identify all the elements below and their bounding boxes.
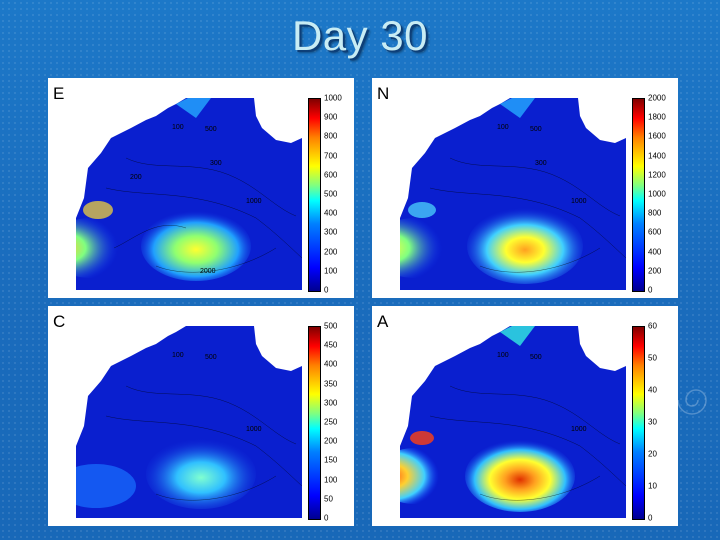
tick-label: 400 <box>324 208 338 218</box>
slide-title: Day 30 <box>291 12 429 59</box>
tick-label: 500 <box>324 321 338 331</box>
tick-label: 0 <box>324 285 329 295</box>
tick-label: 1000 <box>648 189 666 199</box>
tick-label: 0 <box>648 285 653 295</box>
panel-label: A <box>377 312 389 331</box>
tick-label: 500 <box>324 189 338 199</box>
tick-label: 1800 <box>648 112 666 122</box>
map-e <box>76 98 302 290</box>
panel-label: C <box>53 312 66 331</box>
colorbar-ticks: 2000 1800 1600 1400 1200 1000 800 600 40… <box>648 94 678 295</box>
panel-c: C 500 450 400 350 300 250 200 150 100 50… <box>48 306 354 526</box>
tick-label: 300 <box>324 227 338 237</box>
panel-a: A 60 50 40 30 20 10 0 <box>372 306 678 526</box>
tick-label: 1400 <box>648 151 666 161</box>
tick-label: 1600 <box>648 131 666 141</box>
tick-label: 800 <box>324 131 338 141</box>
tick-label: 600 <box>648 227 662 237</box>
tick-label: 0 <box>648 513 653 523</box>
tick-label: 20 <box>648 449 657 459</box>
colorbar <box>308 326 321 520</box>
tick-label: 350 <box>324 379 338 389</box>
tick-label: 1000 <box>324 93 342 103</box>
tick-label: 250 <box>324 417 338 427</box>
colorbar-ticks: 500 450 400 350 300 250 200 150 100 50 0 <box>324 322 354 523</box>
tick-label: 900 <box>324 112 338 122</box>
map-n <box>400 98 626 290</box>
colorbar-ticks: 1000 900 800 700 600 500 400 300 200 100… <box>324 94 354 295</box>
decorative-swirl-icon <box>677 389 707 415</box>
tick-label: 800 <box>648 208 662 218</box>
colorbar <box>632 326 645 520</box>
tick-label: 700 <box>324 151 338 161</box>
tick-label: 1200 <box>648 170 666 180</box>
tick-label: 150 <box>324 455 338 465</box>
tick-label: 200 <box>324 436 338 446</box>
panel-n: N 2000 1800 1600 1400 1200 1000 800 <box>372 78 678 298</box>
colorbar-ticks: 60 50 40 30 20 10 0 <box>648 322 678 523</box>
panel-label: N <box>377 84 390 103</box>
tick-label: 50 <box>324 494 333 504</box>
tick-label: 200 <box>324 247 338 257</box>
tick-label: 40 <box>648 385 657 395</box>
tick-label: 450 <box>324 340 338 350</box>
panel-e: E 1000 900 800 700 600 500 400 <box>48 78 354 298</box>
colorbar <box>632 98 645 292</box>
tick-label: 100 <box>324 266 338 276</box>
map-a <box>400 326 626 518</box>
tick-label: 30 <box>648 417 657 427</box>
tick-label: 200 <box>648 266 662 276</box>
tick-label: 100 <box>324 475 338 485</box>
map-c <box>76 326 302 518</box>
tick-label: 400 <box>324 359 338 369</box>
tick-label: 400 <box>648 247 662 257</box>
tick-label: 10 <box>648 481 657 491</box>
panel-label: E <box>53 84 65 103</box>
tick-label: 0 <box>324 513 329 523</box>
tick-label: 2000 <box>648 93 666 103</box>
tick-label: 600 <box>324 170 338 180</box>
tick-label: 50 <box>648 353 657 363</box>
tick-label: 60 <box>648 321 657 331</box>
colorbar <box>308 98 321 292</box>
tick-label: 300 <box>324 398 338 408</box>
